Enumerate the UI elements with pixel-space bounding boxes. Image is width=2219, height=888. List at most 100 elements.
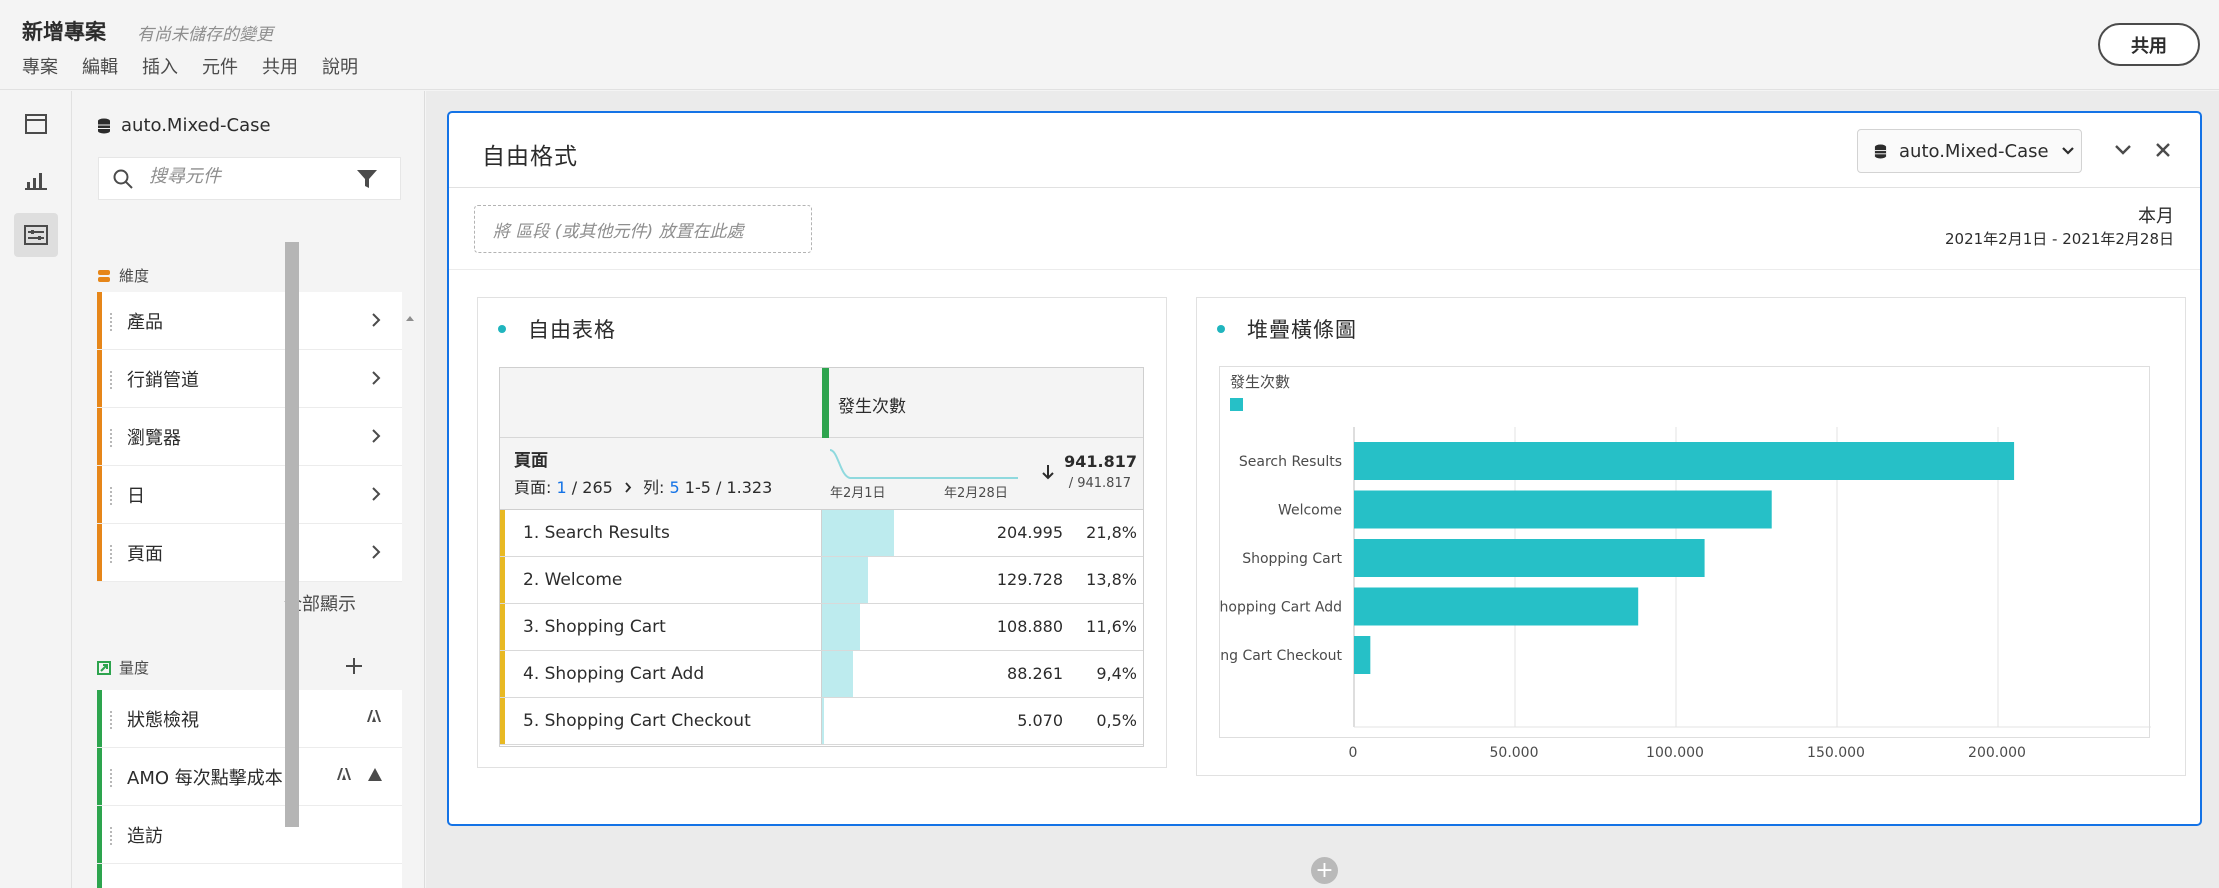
row-dimension-item[interactable]: 3. Shopping Cart — [523, 617, 666, 637]
bar[interactable] — [1354, 636, 1371, 674]
chevron-right-icon[interactable] — [370, 309, 382, 331]
panel-icon[interactable] — [14, 102, 58, 146]
dimension-item-browser[interactable]: 瀏覽器 — [97, 408, 402, 466]
dimension-item-marketing-channel[interactable]: 行銷管道 — [97, 350, 402, 408]
table-row[interactable]: 1. Search Results 204.995 21,8% — [500, 510, 1143, 557]
metric-item-more[interactable] — [97, 864, 402, 888]
chevron-right-icon[interactable] — [370, 425, 382, 447]
metric-label: 狀態檢視 — [127, 709, 199, 731]
table-row[interactable]: 5. Shopping Cart Checkout 5.070 0,5% — [500, 698, 1143, 745]
panel-datasource-label: auto.Mixed-Case — [121, 115, 271, 136]
bar[interactable] — [1354, 587, 1639, 626]
chevron-down-icon — [2061, 147, 2074, 155]
metric-drag-handle[interactable] — [822, 368, 829, 438]
search-input[interactable] — [149, 166, 349, 187]
bar-chart: 發生次數 Search Results Welcome Shopping Cart Sh… — [1172, 373, 2151, 728]
date-label[interactable]: 本月 — [2138, 206, 2174, 227]
left-rail — [0, 91, 72, 888]
dimensions-section-header: 維度 — [97, 265, 149, 286]
menu-components[interactable]: 元件 — [202, 57, 238, 78]
menu-insert[interactable]: 插入 — [142, 57, 178, 78]
metric-item-amo-cpc[interactable]: AMO 每次點擊成本 — [97, 748, 402, 806]
row-percent: 0,5% — [1096, 711, 1137, 730]
metric-column-header[interactable]: 發生次數 — [838, 397, 906, 417]
freeform-table: 發生次數 頁面 頁面: 1 / 265 列: 5 1-5 / 1.323 年2月… — [499, 367, 1144, 747]
unsaved-changes-note: 有尚未儲存的變更 — [137, 25, 273, 45]
project-title[interactable]: 新增專案 — [22, 20, 106, 44]
adobe-icon — [367, 710, 381, 722]
panel-datasource[interactable]: auto.Mixed-Case — [97, 115, 271, 136]
row-value-bar — [822, 510, 894, 556]
table-subheader: 頁面 頁面: 1 / 265 列: 5 1-5 / 1.323 年2月1日 年2… — [500, 438, 1143, 510]
panel-datasource-dropdown[interactable]: auto.Mixed-Case — [1857, 129, 2082, 173]
rows-per-page[interactable]: 5 — [669, 478, 680, 497]
panel-title[interactable]: 自由格式 — [482, 144, 578, 170]
category-label: Welcome — [1278, 503, 1342, 519]
freeform-panel: 自由格式 auto.Mixed-Case 將 區段 (或其他元件) 放置在此處 … — [447, 111, 2202, 826]
row-dimension-item[interactable]: 1. Search Results — [523, 523, 670, 543]
metric-item-page-views[interactable]: 狀態檢視 — [97, 690, 402, 748]
collapse-panel-icon[interactable] — [2114, 143, 2132, 157]
category-label: Shopping Cart — [1242, 551, 1342, 567]
sort-descending-icon[interactable] — [1041, 464, 1055, 480]
freeform-table-title[interactable]: 自由表格 — [528, 318, 616, 342]
filter-icon[interactable] — [356, 168, 378, 190]
components-icon[interactable] — [14, 213, 58, 257]
row-value-bar — [822, 557, 868, 603]
dimension-column-header[interactable]: 頁面 — [514, 451, 548, 471]
bar[interactable] — [1354, 442, 2015, 480]
menu-bar: 專案 編輯 插入 元件 共用 說明 — [22, 53, 382, 79]
bar-chart-title[interactable]: 堆疊橫條圖 — [1247, 318, 1357, 342]
segment-drop-zone[interactable]: 將 區段 (或其他元件) 放置在此處 — [474, 205, 812, 253]
share-button[interactable]: 共用 — [2098, 23, 2200, 66]
add-panel-icon[interactable]: + — [1311, 857, 1338, 884]
dimension-label: 日 — [127, 485, 145, 507]
row-value-bar — [822, 604, 860, 650]
x-tick-label: 50.000 — [1490, 745, 1539, 761]
table-row[interactable]: 4. Shopping Cart Add 88.261 9,4% — [500, 651, 1143, 698]
dimensions-label: 維度 — [119, 267, 150, 285]
scrollbar-thumb[interactable] — [285, 242, 299, 827]
table-row[interactable]: 2. Welcome 129.728 13,8% — [500, 557, 1143, 604]
metric-item-visits[interactable]: 造訪 — [97, 806, 402, 864]
row-range: 1-5 / 1.323 — [684, 478, 773, 497]
metric-total: 941.817 — [1064, 452, 1137, 471]
page-label: 頁面: — [514, 478, 552, 497]
components-scrollbar[interactable] — [403, 241, 417, 888]
menu-edit[interactable]: 編輯 — [82, 57, 118, 78]
menu-project[interactable]: 專案 — [22, 57, 58, 78]
visualization-icon[interactable] — [14, 158, 58, 202]
bar[interactable] — [1354, 490, 1772, 529]
row-value-bar — [822, 698, 824, 744]
bar[interactable] — [1354, 539, 1705, 577]
table-row[interactable]: 3. Shopping Cart 108.880 11,6% — [500, 604, 1143, 651]
close-icon[interactable] — [2155, 142, 2171, 158]
row-value: 129.728 — [996, 570, 1063, 589]
table-pager: 頁面: 1 / 265 列: 5 1-5 / 1.323 — [514, 474, 772, 498]
page-number[interactable]: 1 — [556, 478, 567, 497]
dimension-item-page[interactable]: 頁面 — [97, 524, 402, 582]
scroll-up-icon[interactable] — [405, 314, 415, 322]
chevron-right-icon[interactable] — [370, 541, 382, 563]
row-dimension-item[interactable]: 5. Shopping Cart Checkout — [523, 711, 751, 731]
menu-help[interactable]: 說明 — [322, 57, 358, 78]
row-accent — [500, 557, 505, 603]
show-all-link[interactable]: 全部顯示 — [284, 594, 356, 615]
next-page-icon[interactable] — [624, 482, 632, 493]
chevron-right-icon[interactable] — [370, 367, 382, 389]
menu-share[interactable]: 共用 — [262, 57, 298, 78]
metric-label: 造訪 — [127, 825, 163, 847]
dimension-label: 產品 — [127, 311, 163, 333]
warning-icon — [368, 768, 382, 781]
chevron-right-icon[interactable] — [370, 483, 382, 505]
row-dimension-item[interactable]: 2. Welcome — [523, 570, 623, 590]
database-icon — [98, 118, 110, 133]
dimension-item-product[interactable]: 產品 — [97, 292, 402, 350]
dimension-label: 頁面 — [127, 543, 163, 565]
date-range[interactable]: 2021年2月1日 - 2021年2月28日 — [1944, 230, 2174, 248]
dimension-item-day[interactable]: 日 — [97, 466, 402, 524]
legend-swatch[interactable] — [1230, 398, 1243, 411]
row-dimension-item[interactable]: 4. Shopping Cart Add — [523, 664, 705, 684]
add-metric-icon[interactable] — [345, 657, 363, 675]
panel-datasource-value: auto.Mixed-Case — [1899, 140, 2049, 162]
